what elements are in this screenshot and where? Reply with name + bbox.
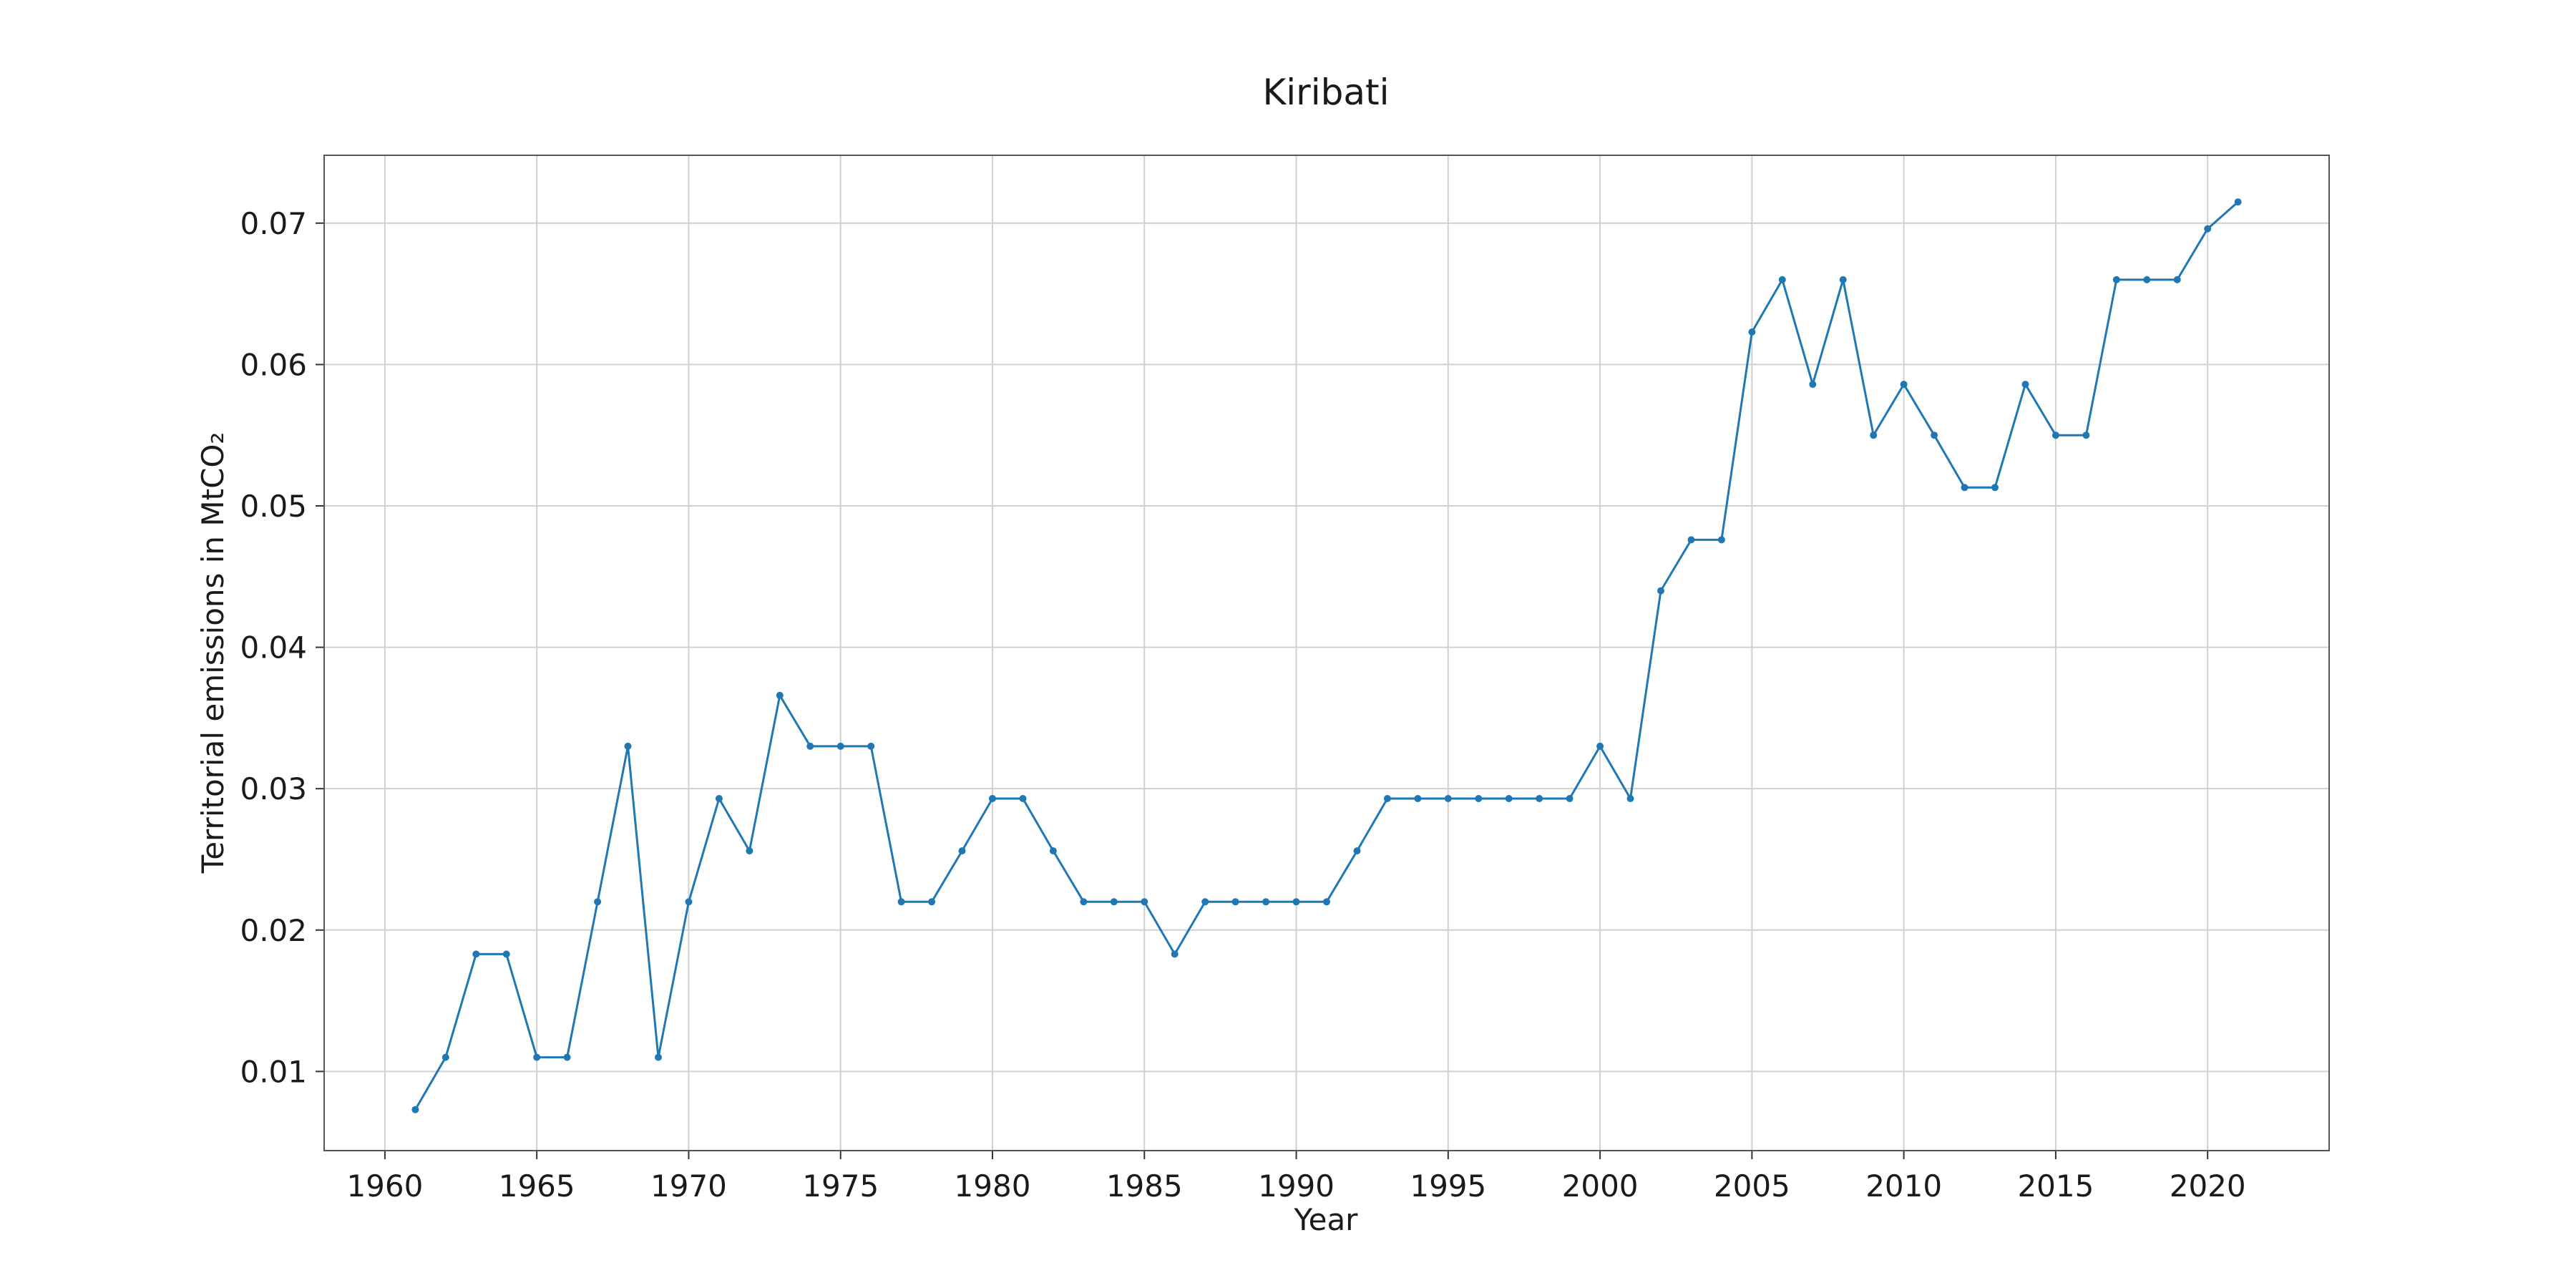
axis-ticks: 1960 1965 1970 1975 1980 1985 1990 1995 2000 2005… — [240, 206, 2245, 1204]
data-point — [1475, 795, 1483, 802]
data-point — [958, 847, 966, 855]
x-tick-label: 2015 — [2017, 1169, 2094, 1204]
data-point — [836, 742, 844, 750]
data-point — [2112, 275, 2120, 283]
x-tick-label: 1980 — [955, 1169, 1031, 1204]
y-tick-label: 0.03 — [240, 771, 307, 806]
data-point — [624, 742, 632, 750]
data-point — [1201, 898, 1209, 906]
y-tick-label: 0.07 — [240, 206, 307, 241]
x-tick-label: 2000 — [1562, 1169, 1639, 1204]
data-point — [2204, 225, 2212, 233]
data-point — [1991, 484, 1999, 492]
x-tick-label: 1960 — [346, 1169, 423, 1204]
data-point — [1931, 431, 1938, 439]
x-tick-label: 1970 — [650, 1169, 727, 1204]
data-point — [2234, 198, 2242, 206]
y-tick-label: 0.02 — [240, 913, 307, 948]
data-point — [1536, 795, 1543, 802]
data-point — [1414, 795, 1422, 802]
data-point — [1323, 898, 1330, 906]
data-point — [411, 1106, 419, 1113]
data-point — [441, 1053, 449, 1061]
data-point — [1870, 431, 1878, 439]
data-point — [655, 1053, 662, 1061]
data-point — [776, 691, 784, 699]
data-point — [2082, 431, 2090, 439]
data-point — [1839, 275, 1847, 283]
data-point — [1292, 898, 1300, 906]
y-tick-label: 0.04 — [240, 630, 307, 665]
data-point — [1657, 587, 1664, 595]
data-point — [1626, 795, 1634, 802]
data-point — [1717, 536, 1725, 544]
y-tick-label: 0.01 — [240, 1054, 307, 1089]
data-point — [1231, 898, 1239, 906]
data-point — [1596, 742, 1604, 750]
data-point — [715, 795, 723, 802]
data-point — [563, 1053, 571, 1061]
x-tick-label: 2005 — [1714, 1169, 1790, 1204]
data-point — [2143, 275, 2151, 283]
series-layer — [411, 198, 2242, 1113]
data-point — [1505, 795, 1513, 802]
data-point — [1049, 847, 1057, 855]
data-point — [1961, 484, 1968, 492]
y-axis-title: Territorial emissions in MtCO₂ — [195, 432, 230, 874]
y-tick-label: 0.06 — [240, 347, 307, 382]
data-point — [685, 898, 693, 906]
data-point — [1444, 795, 1452, 802]
data-point — [2173, 275, 2181, 283]
x-axis-title: Year — [1294, 1202, 1359, 1237]
data-point — [867, 742, 875, 750]
x-tick-label: 2010 — [1865, 1169, 1942, 1204]
x-tick-label: 1965 — [499, 1169, 575, 1204]
data-point — [2051, 431, 2059, 439]
data-point — [989, 795, 996, 802]
data-point — [1383, 795, 1391, 802]
data-point — [1171, 950, 1179, 958]
data-point — [1019, 795, 1027, 802]
data-point — [1566, 795, 1574, 802]
grid-lines — [324, 155, 2329, 1151]
data-point — [502, 950, 510, 958]
x-tick-label: 1995 — [1410, 1169, 1486, 1204]
data-point — [1080, 898, 1088, 906]
data-point — [746, 847, 753, 855]
data-point — [1809, 381, 1817, 389]
x-tick-label: 2020 — [2170, 1169, 2246, 1204]
data-point — [1778, 275, 1786, 283]
data-point — [1110, 898, 1118, 906]
data-point — [1900, 381, 1908, 389]
data-point — [2021, 381, 2029, 389]
y-tick-label: 0.05 — [240, 489, 307, 524]
x-tick-label: 1985 — [1106, 1169, 1183, 1204]
data-point — [533, 1053, 541, 1061]
data-point — [1353, 847, 1361, 855]
data-point — [928, 898, 936, 906]
data-point — [1262, 898, 1270, 906]
data-point — [1748, 328, 1756, 336]
data-point — [472, 950, 480, 958]
data-point — [1141, 898, 1148, 906]
chart-title: Kiribati — [1262, 72, 1389, 113]
data-point — [806, 742, 814, 750]
data-point — [897, 898, 905, 906]
x-tick-label: 1975 — [802, 1169, 879, 1204]
data-point — [594, 898, 602, 906]
data-point — [1687, 536, 1695, 544]
plot-frame — [323, 155, 2330, 1151]
x-tick-label: 1990 — [1258, 1169, 1335, 1204]
